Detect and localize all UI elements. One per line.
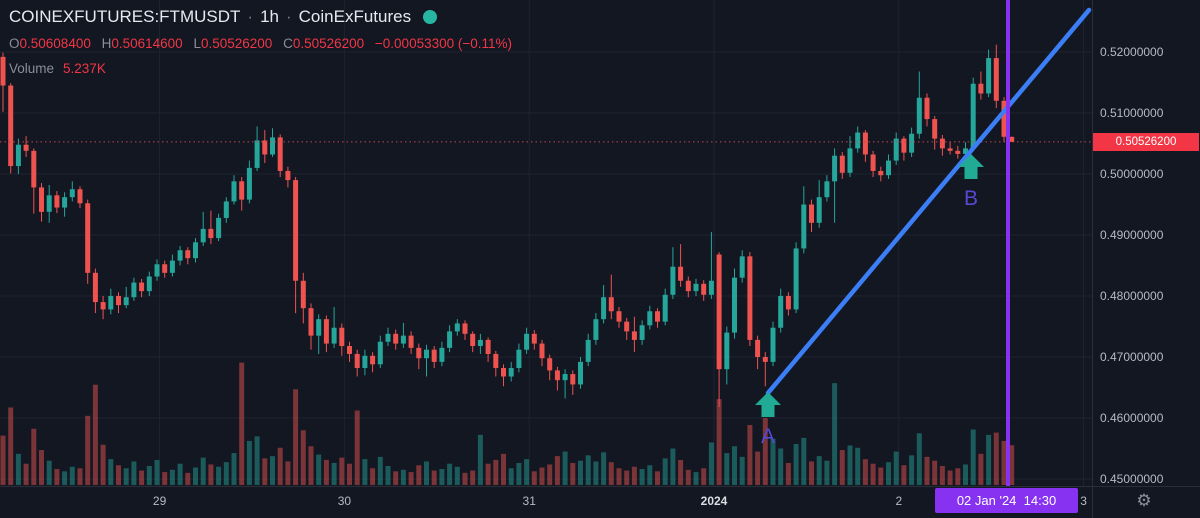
svg-text:0.52000000: 0.52000000	[1100, 45, 1164, 59]
svg-text:0.50000000: 0.50000000	[1100, 167, 1164, 181]
crosshair-time-badge: 02 Jan '24 14:30	[935, 488, 1078, 513]
last-price-axis-badge: 0.50526200	[1093, 133, 1199, 151]
price-axis[interactable]: 0.52000000 0.51000000 0.50000000 0.49000000…	[1100, 45, 1164, 486]
svg-text:A: A	[761, 425, 775, 448]
grid-lines	[0, 0, 1092, 486]
svg-text:B: B	[964, 187, 978, 210]
svg-text:29: 29	[153, 494, 167, 508]
symbol-title[interactable]: COINEXFUTURES:FTMUSDT	[9, 7, 241, 26]
time-axis[interactable]: 29 30 31 2024 2 3	[153, 494, 1087, 508]
svg-text:2: 2	[895, 494, 902, 508]
svg-text:0.46000000: 0.46000000	[1100, 411, 1164, 425]
interval-label[interactable]: 1h	[260, 7, 279, 26]
arrow-annotations[interactable]: AB	[755, 154, 984, 448]
gear-icon[interactable]: ⚙	[1136, 491, 1152, 510]
svg-text:3: 3	[1080, 494, 1087, 508]
svg-text:31: 31	[523, 494, 537, 508]
trendline[interactable]	[765, 7, 1092, 396]
svg-text:0.45000000: 0.45000000	[1100, 472, 1164, 486]
svg-text:30: 30	[338, 494, 352, 508]
svg-text:0.48000000: 0.48000000	[1100, 289, 1164, 303]
svg-text:0.51000000: 0.51000000	[1100, 106, 1164, 120]
svg-text:2024: 2024	[701, 494, 728, 508]
candles	[0, 44, 1015, 408]
svg-text:0.49000000: 0.49000000	[1100, 228, 1164, 242]
svg-text:0.47000000: 0.47000000	[1100, 350, 1164, 364]
volume-bars	[0, 362, 1015, 485]
